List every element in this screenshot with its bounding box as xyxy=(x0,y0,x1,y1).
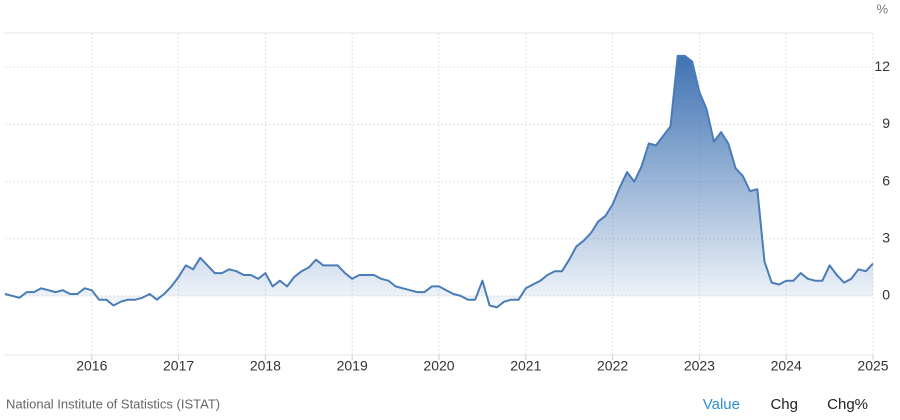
x-tick-label: 2017 xyxy=(163,358,194,374)
x-tick-label: 2019 xyxy=(337,358,368,374)
x-tick-label: 2016 xyxy=(76,358,107,374)
area xyxy=(5,55,873,308)
y-tick-label: 9 xyxy=(882,115,890,131)
x-tick-label: 2022 xyxy=(597,358,628,374)
x-tick-label: 2018 xyxy=(250,358,281,374)
x-tick-label: 2024 xyxy=(771,358,802,374)
y-tick-label: 3 xyxy=(882,229,890,245)
chg-button[interactable]: Chg xyxy=(770,396,798,413)
chg-pct-button[interactable]: Chg% xyxy=(827,396,868,413)
x-tick-label: 2025 xyxy=(857,358,888,374)
value-button[interactable]: Value xyxy=(703,396,740,413)
x-tick-label: 2020 xyxy=(423,358,454,374)
y-tick-label: 6 xyxy=(882,172,890,188)
unit-label: % xyxy=(876,1,888,16)
x-tick-label: 2021 xyxy=(510,358,541,374)
y-tick-label: 12 xyxy=(874,58,890,74)
line xyxy=(4,54,874,309)
x-tick-label: 2023 xyxy=(684,358,715,374)
source: National Institute of Statistics (ISTAT) xyxy=(6,396,220,411)
y-tick-label: 0 xyxy=(882,287,890,303)
